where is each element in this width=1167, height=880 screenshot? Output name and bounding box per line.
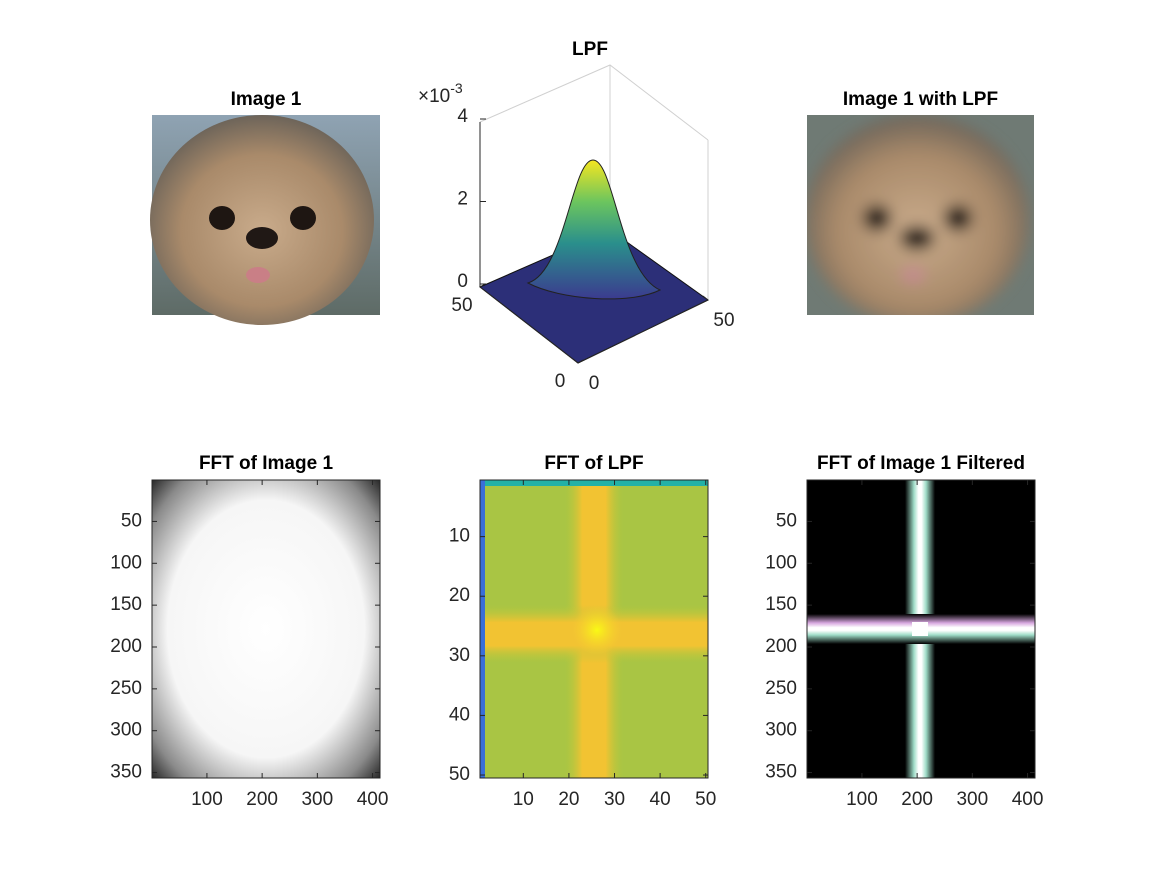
y-tick-label: 300 bbox=[110, 720, 142, 741]
fft-filtered-image bbox=[807, 480, 1035, 778]
x-tick bbox=[572, 358, 579, 364]
y-tick-label: 250 bbox=[765, 678, 797, 699]
panel-title: FFT of LPF bbox=[544, 453, 643, 474]
y-tick-label: 0 bbox=[555, 371, 566, 392]
y-tick bbox=[479, 283, 486, 288]
x-tick-label: 300 bbox=[956, 789, 988, 810]
y-tick-label: 350 bbox=[765, 762, 797, 783]
y-tick-label: 100 bbox=[765, 552, 797, 573]
y-tick-label: 20 bbox=[449, 585, 470, 606]
y-tick-label: 350 bbox=[110, 762, 142, 783]
panel-title: FFT of Image 1 Filtered bbox=[817, 453, 1025, 474]
z-multiplier: ×10-3 bbox=[418, 80, 463, 107]
y-tick-label: 50 bbox=[449, 764, 470, 785]
x-tick-label: 10 bbox=[513, 789, 534, 810]
multiplier-base: ×10 bbox=[418, 86, 450, 107]
blurred-photo bbox=[807, 115, 1034, 315]
z-tick-label: 4 bbox=[457, 106, 468, 127]
x-tick-label: 50 bbox=[713, 310, 734, 331]
y-tick-label: 40 bbox=[449, 704, 470, 725]
x-tick-label: 30 bbox=[604, 789, 625, 810]
panel-title: FFT of Image 1 bbox=[199, 453, 334, 474]
surface-plot bbox=[479, 64, 709, 364]
x-tick-label: 200 bbox=[901, 789, 933, 810]
axes-box bbox=[151, 479, 381, 779]
x-tick-label: 0 bbox=[589, 373, 600, 394]
axes-box bbox=[479, 479, 709, 779]
x-tick-label: 40 bbox=[650, 789, 671, 810]
y-tick-label: 30 bbox=[449, 645, 470, 666]
x-tick-label: 300 bbox=[301, 789, 333, 810]
x-tick-label: 100 bbox=[846, 789, 878, 810]
fft-lpf-image bbox=[480, 480, 708, 778]
y-tick-label: 10 bbox=[449, 526, 470, 547]
y-tick-label: 50 bbox=[776, 510, 797, 531]
x-tick-label: 200 bbox=[246, 789, 278, 810]
x-tick-label: 20 bbox=[558, 789, 579, 810]
y-tick-label: 50 bbox=[121, 510, 142, 531]
y-tick-label: 200 bbox=[765, 636, 797, 657]
y-tick-label: 250 bbox=[110, 678, 142, 699]
fft-image bbox=[152, 480, 380, 778]
y-tick-label: 200 bbox=[110, 636, 142, 657]
panel-title: Image 1 bbox=[231, 89, 302, 110]
x-tick-label: 50 bbox=[695, 789, 716, 810]
photo bbox=[150, 115, 380, 325]
panel-title: Image 1 with LPF bbox=[843, 89, 998, 110]
x-tick-label: 100 bbox=[191, 789, 223, 810]
x-tick bbox=[702, 295, 709, 301]
x-tick-label: 400 bbox=[1012, 789, 1044, 810]
panel-title: LPF bbox=[572, 39, 608, 60]
y-tick-label: 150 bbox=[110, 594, 142, 615]
y-tick-label: 150 bbox=[765, 594, 797, 615]
axes-box bbox=[806, 479, 1036, 779]
y-tick-label: 100 bbox=[110, 552, 142, 573]
z-tick-label: 2 bbox=[457, 189, 468, 210]
y-tick-label: 50 bbox=[451, 295, 472, 316]
z-tick-label: 0 bbox=[457, 271, 468, 292]
y-tick-label: 300 bbox=[765, 720, 797, 741]
y-tick bbox=[577, 359, 584, 364]
x-tick-label: 400 bbox=[357, 789, 389, 810]
multiplier-exponent: -3 bbox=[450, 80, 463, 96]
